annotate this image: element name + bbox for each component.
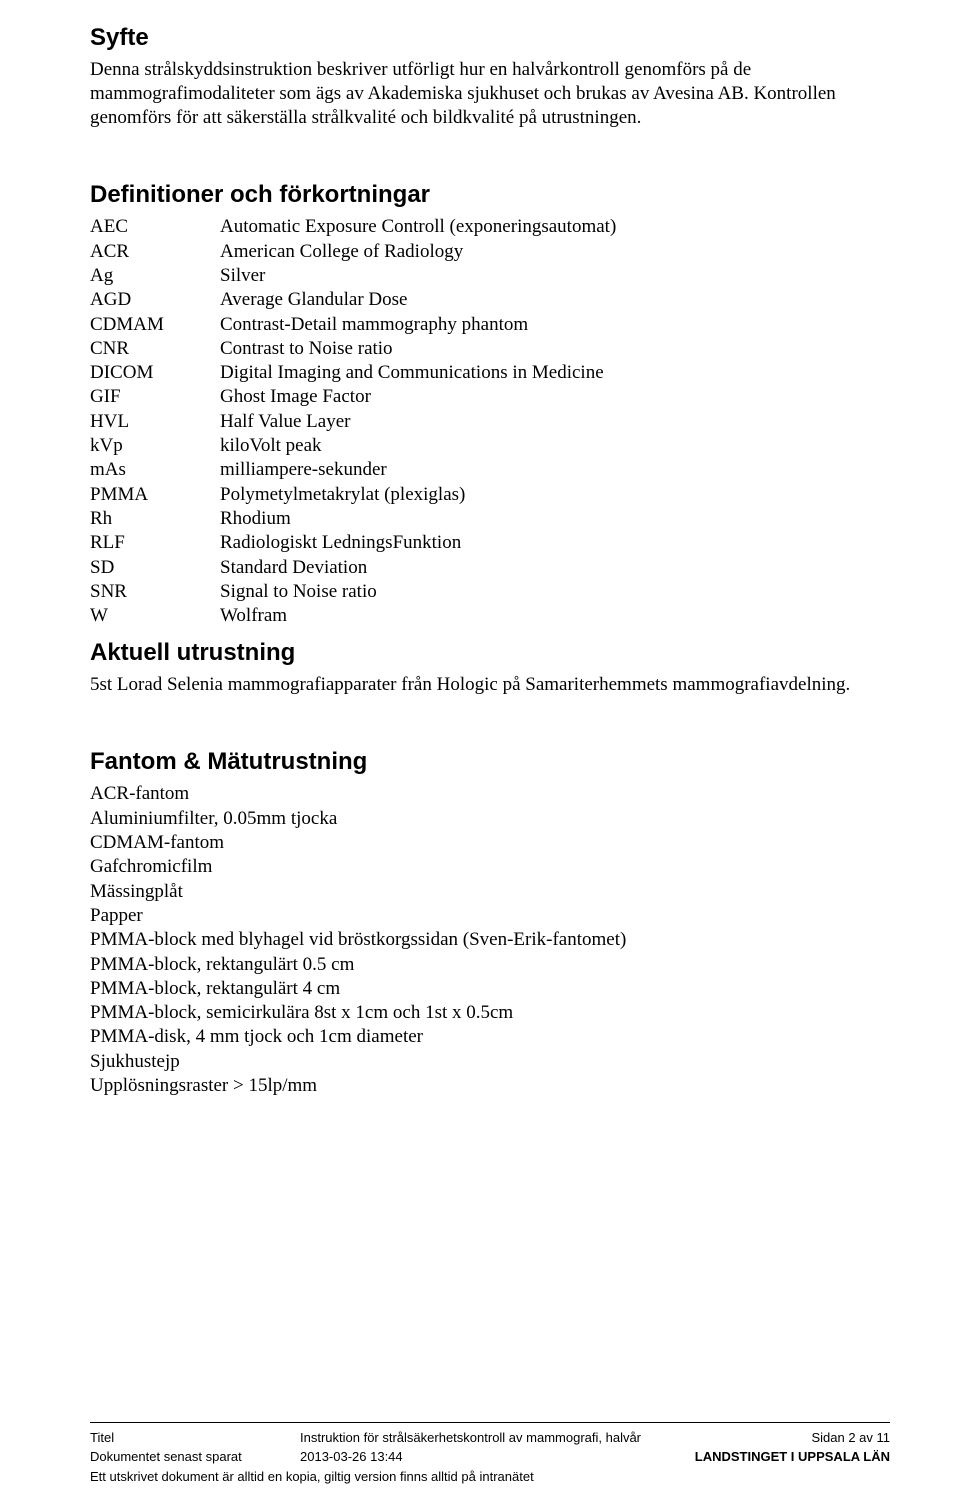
list-item: ACR-fantom (90, 782, 890, 806)
page-footer: Titel Instruktion för strålsäkerhetskont… (90, 1422, 890, 1486)
definition-explanation: kiloVolt peak (220, 434, 890, 458)
heading-definitioner: Definitioner och förkortningar (90, 181, 890, 209)
footer-saved-date: 2013-03-26 13:44 (300, 1448, 685, 1466)
list-item: PMMA-block, rektangulärt 4 cm (90, 977, 890, 1001)
footer-rule (90, 1422, 890, 1423)
definition-abbr: CDMAM (90, 313, 220, 337)
para-equipment: 5st Lorad Selenia mammografiapparater fr… (90, 673, 890, 697)
definition-abbr: GIF (90, 385, 220, 409)
definition-explanation: Automatic Exposure Controll (exponerings… (220, 215, 890, 239)
definition-explanation: Average Glandular Dose (220, 288, 890, 312)
definition-explanation: Signal to Noise ratio (220, 580, 890, 604)
definition-explanation: American College of Radiology (220, 240, 890, 264)
definition-explanation: Polymetylmetakrylat (plexiglas) (220, 483, 890, 507)
heading-phantom: Fantom & Mätutrustning (90, 748, 890, 776)
definition-explanation: Wolfram (220, 604, 890, 628)
definition-abbr: DICOM (90, 361, 220, 385)
definition-explanation: Radiologiskt LedningsFunktion (220, 531, 890, 555)
definition-explanation: Contrast to Noise ratio (220, 337, 890, 361)
footer-title: Instruktion för strålsäkerhetskontroll a… (300, 1429, 685, 1447)
list-item: Upplösningsraster > 15lp/mm (90, 1074, 890, 1098)
definition-explanation: Contrast-Detail mammography phantom (220, 313, 890, 337)
definition-abbr: HVL (90, 410, 220, 434)
definition-explanation: Half Value Layer (220, 410, 890, 434)
footer-saved-label: Dokumentet senast sparat (90, 1448, 290, 1466)
footer-org: LANDSTINGET I UPPSALA LÄN (695, 1448, 890, 1466)
document-page: Syfte Denna strålskyddsinstruktion beskr… (0, 0, 960, 1504)
definition-abbr: SD (90, 556, 220, 580)
list-item: CDMAM-fantom (90, 831, 890, 855)
definition-explanation: Ghost Image Factor (220, 385, 890, 409)
list-item: PMMA-disk, 4 mm tjock och 1cm diameter (90, 1025, 890, 1049)
footer-title-label: Titel (90, 1429, 290, 1447)
definitions-table: AECAutomatic Exposure Controll (exponeri… (90, 215, 890, 628)
definition-abbr: W (90, 604, 220, 628)
definition-abbr: PMMA (90, 483, 220, 507)
list-item: Papper (90, 904, 890, 928)
definition-abbr: mAs (90, 458, 220, 482)
list-item: PMMA-block med blyhagel vid bröstkorgssi… (90, 928, 890, 952)
definition-abbr: kVp (90, 434, 220, 458)
definition-abbr: RLF (90, 531, 220, 555)
list-item: PMMA-block, rektangulärt 0.5 cm (90, 953, 890, 977)
definition-explanation: Standard Deviation (220, 556, 890, 580)
definition-abbr: ACR (90, 240, 220, 264)
definition-explanation: milliampere-sekunder (220, 458, 890, 482)
list-item: Aluminiumfilter, 0.05mm tjocka (90, 807, 890, 831)
heading-equipment: Aktuell utrustning (90, 639, 890, 667)
definition-explanation: Digital Imaging and Communications in Me… (220, 361, 890, 385)
definition-abbr: SNR (90, 580, 220, 604)
footer-note: Ett utskrivet dokument är alltid en kopi… (90, 1468, 890, 1486)
list-item: Gafchromicfilm (90, 855, 890, 879)
phantom-list: ACR-fantomAluminiumfilter, 0.05mm tjocka… (90, 782, 890, 1098)
definition-explanation: Rhodium (220, 507, 890, 531)
definition-abbr: AEC (90, 215, 220, 239)
list-item: PMMA-block, semicirkulära 8st x 1cm och … (90, 1001, 890, 1025)
definition-abbr: AGD (90, 288, 220, 312)
footer-page-number: Sidan 2 av 11 (695, 1429, 890, 1447)
definition-abbr: Rh (90, 507, 220, 531)
definition-explanation: Silver (220, 264, 890, 288)
heading-syfte: Syfte (90, 24, 890, 52)
para-syfte: Denna strålskyddsinstruktion beskriver u… (90, 58, 890, 129)
definition-abbr: CNR (90, 337, 220, 361)
list-item: Mässingplåt (90, 880, 890, 904)
definition-abbr: Ag (90, 264, 220, 288)
list-item: Sjukhustejp (90, 1050, 890, 1074)
